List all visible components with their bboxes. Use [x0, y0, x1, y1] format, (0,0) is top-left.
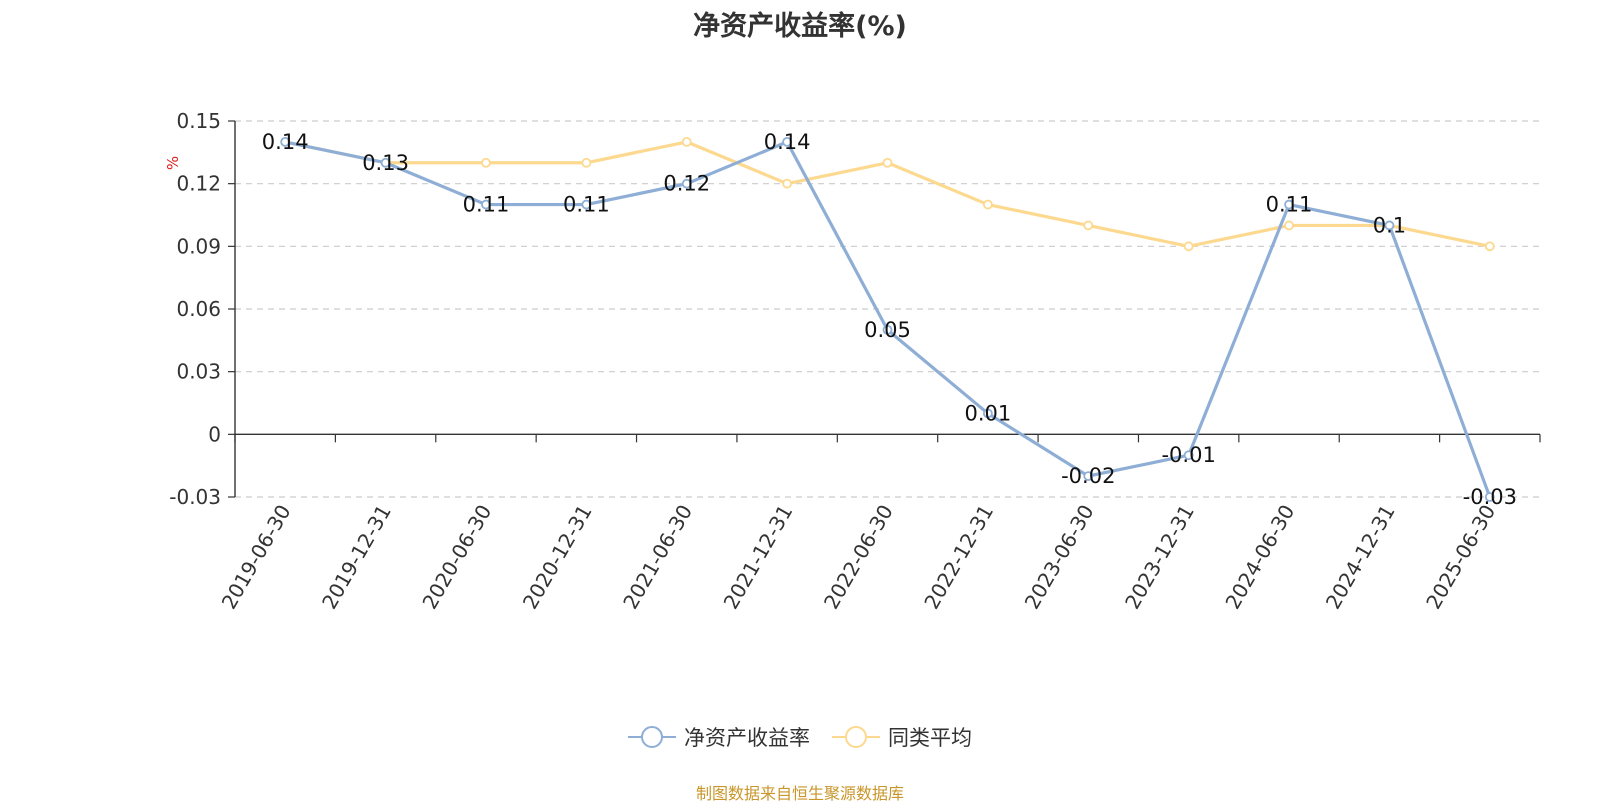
x-tick-label: 2021-12-31	[719, 501, 798, 614]
x-tick-label: 2022-06-30	[819, 501, 898, 614]
data-point-roe[interactable]	[1484, 492, 1495, 502]
y-tick-label: 0.12	[176, 172, 221, 196]
data-labels: 0.14 0.13 0.11 0.11 0.12 0.14 0.05 0.01 -0.02 -0.…	[262, 130, 1517, 509]
data-label-roe: 0.1	[1373, 213, 1406, 237]
data-label-roe: 0.13	[362, 151, 409, 175]
data-point-roe[interactable]	[1183, 450, 1194, 461]
data-label-roe: -0.01	[1161, 443, 1215, 467]
axes	[228, 120, 1541, 498]
data-label-roe: 0.01	[965, 401, 1012, 425]
data-label-roe: 0.11	[563, 193, 610, 217]
legend-item-roe[interactable]: 净资产收益率	[628, 722, 810, 752]
legend: 净资产收益率 同类平均	[0, 722, 1600, 752]
data-point-roe[interactable]	[380, 157, 391, 168]
legend-label-roe: 净资产收益率	[684, 726, 810, 750]
data-point-roe[interactable]	[782, 136, 793, 147]
data-label-roe: 0.05	[864, 318, 911, 342]
chart-title: 净资产收益率(%)	[693, 11, 907, 42]
data-label-roe: 0.14	[262, 130, 309, 154]
data-label-roe: -0.03	[1463, 485, 1517, 509]
data-label-roe: 0.11	[463, 193, 510, 217]
y-tick-label: -0.03	[169, 485, 221, 509]
data-point-roe[interactable]	[1083, 471, 1094, 482]
data-point-peer-average[interactable]	[481, 157, 491, 168]
data-label-roe: 0.12	[663, 172, 710, 196]
x-tick-label: 2019-06-30	[217, 501, 296, 614]
data-point-peer-average[interactable]	[1284, 220, 1294, 231]
data-point-peer-average[interactable]	[1183, 241, 1194, 252]
data-point-peer-average[interactable]	[982, 199, 993, 210]
data-label-roe: -0.02	[1061, 464, 1115, 488]
y-tick-label: 0.03	[176, 360, 221, 384]
x-tick-label: 2025-06-30	[1421, 501, 1500, 614]
data-point-peer-average[interactable]	[581, 157, 592, 168]
x-tick-label: 2019-12-31	[317, 501, 396, 614]
x-tick-label: 2021-06-30	[618, 501, 697, 614]
x-tick-label: 2020-06-30	[417, 501, 496, 614]
series-group	[280, 136, 1495, 502]
y-tick-label: 0.09	[176, 234, 221, 258]
x-tick-label: 2023-12-31	[1120, 501, 1199, 614]
y-tick-label: 0.15	[176, 109, 221, 133]
data-point-peer-average[interactable]	[782, 178, 793, 189]
data-point-roe[interactable]	[982, 408, 993, 419]
data-point-peer-average[interactable]	[681, 136, 692, 147]
x-tick-label: 2020-12-31	[518, 501, 597, 614]
x-tick-label: 2024-06-30	[1220, 501, 1299, 614]
data-label-roe: 0.14	[764, 130, 811, 154]
legend-marker-roe-icon	[628, 725, 676, 749]
data-label-roe: 0.11	[1266, 193, 1313, 217]
data-point-roe[interactable]	[280, 136, 291, 147]
x-tick-label: 2024-12-31	[1321, 501, 1400, 614]
y-axis-unit: %	[164, 156, 182, 170]
legend-item-peer-average[interactable]: 同类平均	[832, 722, 972, 752]
x-tick-labels: 2019-06-30 2019-12-31 2020-06-30 2020-12-31…	[217, 501, 1501, 614]
y-tick-label: 0.06	[176, 297, 221, 321]
x-tick-label: 2023-06-30	[1020, 501, 1099, 614]
legend-marker-peer-average-icon	[832, 725, 880, 749]
data-point-roe[interactable]	[581, 199, 592, 210]
y-tick-label: 0	[208, 422, 221, 446]
data-point-roe[interactable]	[882, 324, 893, 335]
data-point-roe[interactable]	[1384, 220, 1395, 231]
grid-lines	[235, 120, 1540, 498]
legend-label-peer-average: 同类平均	[888, 726, 972, 750]
data-point-roe[interactable]	[481, 199, 491, 210]
y-tick-labels: -0.03 0 0.03 0.06 0.09 0.12 0.15	[169, 109, 221, 509]
data-point-roe[interactable]	[1284, 199, 1294, 210]
source-note: 制图数据来自恒生聚源数据库	[695, 784, 904, 803]
data-point-peer-average[interactable]	[1083, 220, 1094, 231]
x-tick-label: 2022-12-31	[919, 501, 998, 614]
data-point-peer-average[interactable]	[1484, 241, 1495, 252]
data-point-roe[interactable]	[681, 178, 692, 189]
data-point-peer-average[interactable]	[882, 157, 893, 168]
